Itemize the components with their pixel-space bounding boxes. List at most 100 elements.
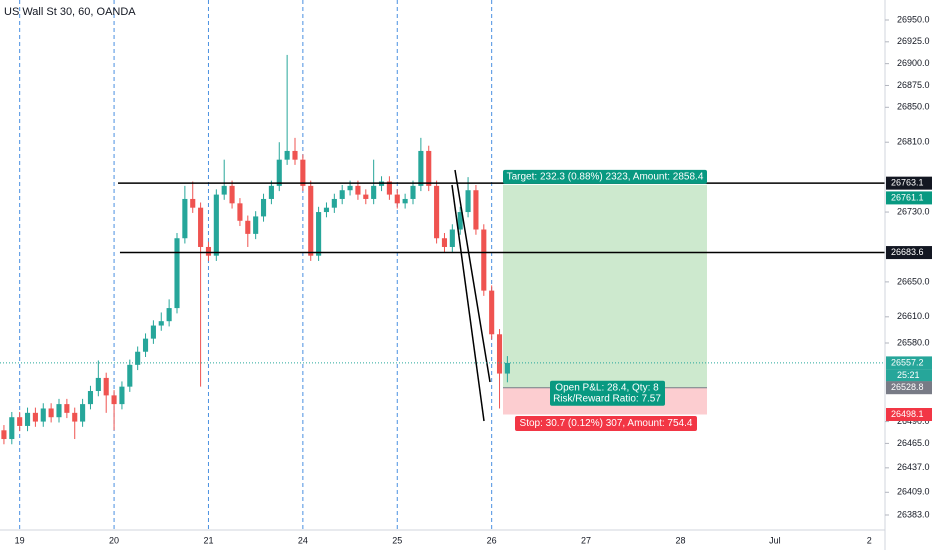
candle-layer <box>1 54 510 445</box>
candle-body <box>87 391 94 405</box>
candle-body <box>80 404 86 422</box>
candle-body <box>103 377 109 396</box>
level-badge: 26683.6 <box>891 247 924 257</box>
x-tick-label: 25 <box>392 535 402 545</box>
candle-body <box>402 198 408 204</box>
target-label: Target: 232.3 (0.88%) 2323, Amount: 2858… <box>507 172 704 183</box>
candle-body <box>56 404 62 418</box>
grid-layer <box>19 0 493 530</box>
candle-body <box>449 229 455 247</box>
candle-body <box>229 185 235 204</box>
symbol-title: US Wall St 30, 60, OANDA <box>4 6 136 18</box>
candle-body <box>150 325 156 339</box>
candle-body <box>465 190 471 213</box>
candle-body <box>119 386 125 405</box>
target-badge: 26761.1 <box>891 192 924 202</box>
candle-body <box>190 198 196 208</box>
candle-body <box>158 321 164 326</box>
pnl-label-bg <box>550 380 665 406</box>
candle-body <box>213 194 219 256</box>
target-label-bg <box>503 169 707 184</box>
entry-badge: 26528.8 <box>891 382 924 392</box>
y-tick-label: 26950.0 <box>897 14 930 24</box>
candle-body <box>174 238 180 309</box>
candle-body <box>237 203 243 221</box>
axis-layer: 19 20 21 24 25 26 27 28 Jul 2 26950.0 26925.0 26900.… <box>15 14 932 545</box>
candle-body <box>347 185 353 191</box>
x-tick-label: 2 <box>867 535 872 545</box>
candle-body <box>489 290 495 335</box>
y-tick-label: 26875.0 <box>897 80 930 90</box>
y-tick-label: 26383.0 <box>897 509 930 519</box>
candle-body <box>410 185 416 199</box>
candle-body <box>9 417 15 440</box>
candle-body <box>371 185 377 199</box>
y-tick-label: 26580.0 <box>897 337 930 347</box>
candle-body <box>308 185 314 256</box>
profit-zone <box>503 184 707 388</box>
stop-label: Stop: 30.7 (0.12%) 307, Amount: 754.4 <box>520 418 693 429</box>
stop-badge: 26498.1 <box>891 409 924 419</box>
trend-line <box>451 184 485 422</box>
candle-body <box>394 194 400 204</box>
candle-body <box>17 417 23 426</box>
candle-body <box>434 185 440 239</box>
candle-body <box>24 412 31 426</box>
candle-body <box>111 395 117 405</box>
rr-label: Risk/Reward Ratio: 7.57 <box>553 393 661 404</box>
candle-body <box>316 212 322 256</box>
candle-body <box>268 185 274 199</box>
target-badge-bg <box>886 191 932 205</box>
candle-body <box>331 198 337 208</box>
position-layer <box>503 184 707 415</box>
candle-body <box>473 190 479 230</box>
candle-body <box>355 185 361 195</box>
candle-body <box>481 229 487 291</box>
last-price-badge: 26557.2 <box>891 357 924 367</box>
candle-body <box>135 351 141 365</box>
y-tick-label: 26850.0 <box>897 102 930 112</box>
candle-body <box>198 207 204 247</box>
y-tick-label: 26610.0 <box>897 311 930 321</box>
candle-body <box>1 430 7 440</box>
candle-body <box>253 216 259 234</box>
candle-body <box>142 338 149 352</box>
candle-body <box>386 181 392 195</box>
candle-body <box>182 198 188 239</box>
candle-body <box>221 185 227 195</box>
y-tick-label: 26409.0 <box>897 487 930 497</box>
candle-body <box>95 377 101 392</box>
label-layer: Target: 232.3 (0.88%) 2323, Amount: 2858… <box>0 169 885 432</box>
x-tick-label: 21 <box>203 535 213 545</box>
y-tick-label: 26650.0 <box>897 276 930 286</box>
candle-body <box>245 220 251 234</box>
y-tick-label: 26810.0 <box>897 137 930 147</box>
candle-body <box>426 150 432 186</box>
candle-body <box>363 194 369 199</box>
x-tick-label: 24 <box>298 535 308 545</box>
stop-label-bg <box>515 416 697 432</box>
x-tick-label: Jul <box>769 535 781 545</box>
candle-body <box>441 238 448 247</box>
x-tick-label: 28 <box>675 535 685 545</box>
candle-body <box>276 159 282 186</box>
last-price-badge-bg <box>886 356 932 370</box>
x-tick-label: 20 <box>109 535 119 545</box>
candle-body <box>292 150 298 160</box>
x-tick-label: 19 <box>15 535 25 545</box>
candle-body <box>72 412 78 422</box>
x-tick-label: 26 <box>487 535 497 545</box>
countdown-bg <box>886 369 932 382</box>
candle-body <box>205 246 212 256</box>
candle-body <box>284 150 290 160</box>
x-tick-label: 27 <box>581 535 591 545</box>
candle-body <box>418 150 424 186</box>
candle-body <box>48 408 54 418</box>
candle-body <box>64 404 70 413</box>
y-tick-label: 26730.0 <box>897 206 930 216</box>
countdown: 25:21 <box>897 370 920 380</box>
y-tick-label: 26900.0 <box>897 58 930 68</box>
candle-body <box>339 190 345 199</box>
candle-body <box>504 362 510 374</box>
candle-body <box>40 408 46 422</box>
